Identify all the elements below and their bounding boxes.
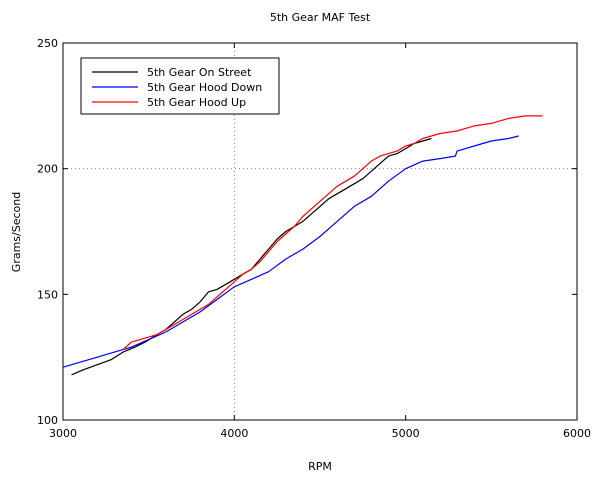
x-tick-label: 5000 xyxy=(392,427,420,440)
legend-items: 5th Gear On Street 5th Gear Hood Down 5th … xyxy=(92,66,262,109)
y-tick-label: 250 xyxy=(37,37,58,50)
legend-label: 5th Gear Hood Down xyxy=(147,81,262,94)
legend-box xyxy=(80,57,280,115)
series-lines xyxy=(62,115,543,376)
x-tick-label: 4000 xyxy=(220,427,248,440)
chart-title: 5th Gear MAF Test xyxy=(270,11,371,24)
grid-lines xyxy=(63,43,577,420)
series-line-1 xyxy=(71,137,432,376)
y-axis-tick-labels: 100 150 200 250 xyxy=(37,37,58,427)
y-tick-label: 150 xyxy=(37,288,58,301)
series-line-2 xyxy=(62,135,519,368)
x-tick-label: 6000 xyxy=(563,427,591,440)
series-line-3 xyxy=(122,115,543,351)
y-tick-label: 200 xyxy=(37,163,58,176)
legend-label: 5th Gear Hood Up xyxy=(147,96,246,109)
y-axis-label: Grams/Second xyxy=(10,192,23,272)
plot-area-frame xyxy=(62,42,578,421)
legend: 5th Gear On Street 5th Gear Hood Down 5th … xyxy=(80,57,280,115)
x-axis-label: RPM xyxy=(308,460,332,473)
x-axis-tick-labels: 3000 4000 5000 6000 xyxy=(49,427,591,440)
legend-label: 5th Gear On Street xyxy=(147,66,252,79)
axis-ticks xyxy=(62,42,578,421)
x-tick-label: 3000 xyxy=(49,427,77,440)
y-tick-label: 100 xyxy=(37,414,58,427)
